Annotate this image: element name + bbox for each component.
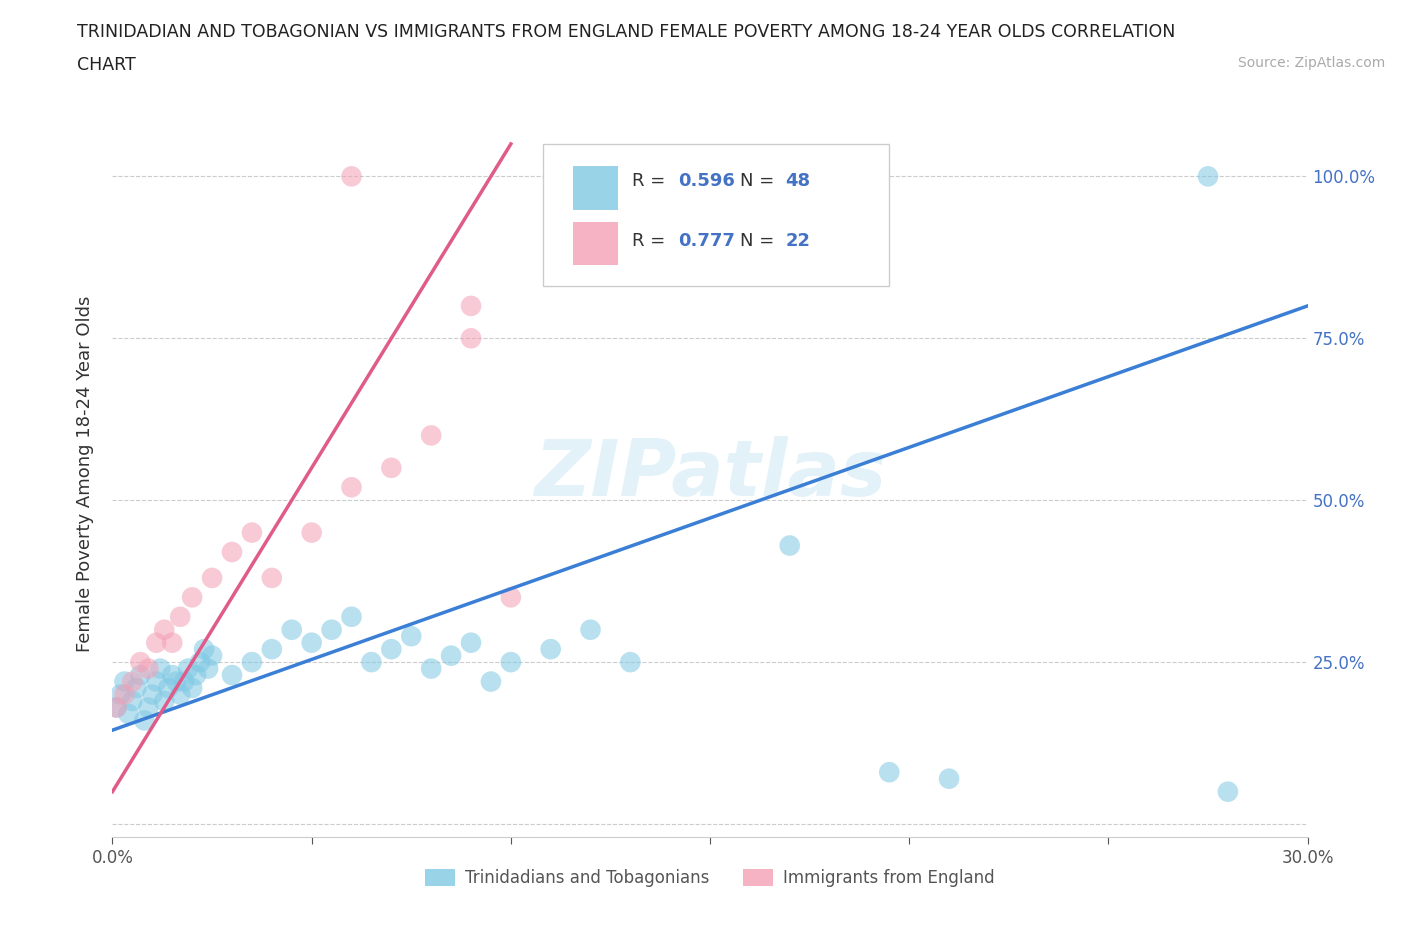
Point — [619, 655, 641, 670]
Point — [186, 668, 208, 683]
Point — [221, 545, 243, 560]
Point — [197, 661, 219, 676]
Point — [117, 707, 139, 722]
Point — [162, 668, 183, 683]
Point — [240, 525, 263, 540]
Point — [201, 570, 224, 585]
Point — [181, 681, 204, 696]
Text: R =: R = — [633, 171, 671, 190]
Point — [779, 538, 801, 553]
Point — [141, 687, 163, 702]
Text: N =: N = — [740, 171, 780, 190]
Point — [401, 629, 423, 644]
Point — [479, 674, 502, 689]
Point — [138, 700, 160, 715]
Point — [1216, 784, 1239, 799]
Y-axis label: Female Poverty Among 18-24 Year Olds: Female Poverty Among 18-24 Year Olds — [76, 296, 94, 653]
Point — [145, 674, 167, 689]
Point — [134, 713, 156, 728]
Text: N =: N = — [740, 232, 780, 250]
Point — [260, 570, 283, 585]
Point — [579, 622, 602, 637]
Point — [138, 661, 160, 676]
Text: 48: 48 — [786, 171, 810, 190]
Point — [105, 700, 128, 715]
Point — [420, 661, 443, 676]
Legend: Trinidadians and Tobagonians, Immigrants from England: Trinidadians and Tobagonians, Immigrants… — [419, 862, 1001, 894]
Point — [121, 674, 143, 689]
Text: Source: ZipAtlas.com: Source: ZipAtlas.com — [1237, 56, 1385, 70]
Point — [380, 460, 402, 475]
Text: R =: R = — [633, 232, 671, 250]
Text: 22: 22 — [786, 232, 810, 250]
Point — [460, 635, 482, 650]
Point — [145, 635, 167, 650]
Text: CHART: CHART — [77, 56, 136, 73]
Point — [114, 687, 135, 702]
Point — [169, 687, 191, 702]
Point — [281, 622, 304, 637]
Point — [460, 299, 482, 313]
Point — [114, 674, 135, 689]
Point — [240, 655, 263, 670]
Point — [221, 668, 243, 683]
Text: ZIPatlas: ZIPatlas — [534, 436, 886, 512]
Text: TRINIDADIAN AND TOBAGONIAN VS IMMIGRANTS FROM ENGLAND FEMALE POVERTY AMONG 18-24: TRINIDADIAN AND TOBAGONIAN VS IMMIGRANTS… — [77, 23, 1175, 41]
Point — [129, 668, 152, 683]
Point — [380, 642, 402, 657]
Point — [177, 661, 200, 676]
Point — [301, 635, 323, 650]
Point — [157, 681, 180, 696]
Point — [188, 655, 211, 670]
Point — [153, 622, 176, 637]
Point — [193, 642, 215, 657]
Point — [260, 642, 283, 657]
Point — [460, 331, 482, 346]
Point — [165, 674, 187, 689]
Point — [340, 169, 363, 184]
Bar — [572, 166, 619, 209]
FancyBboxPatch shape — [543, 144, 890, 286]
Point — [169, 609, 191, 624]
Point — [125, 681, 148, 696]
Text: 0.596: 0.596 — [678, 171, 735, 190]
Text: 0.777: 0.777 — [678, 232, 735, 250]
Point — [499, 590, 522, 604]
Point — [181, 590, 204, 604]
Point — [440, 648, 463, 663]
Point — [121, 694, 143, 709]
Point — [360, 655, 382, 670]
Bar — [572, 222, 619, 265]
Point — [105, 700, 128, 715]
Point — [340, 480, 363, 495]
Point — [938, 771, 960, 786]
Point — [420, 428, 443, 443]
Point — [201, 648, 224, 663]
Point — [321, 622, 343, 637]
Point — [301, 525, 323, 540]
Point — [110, 687, 132, 702]
Point — [879, 764, 901, 779]
Point — [499, 655, 522, 670]
Point — [340, 609, 363, 624]
Point — [173, 674, 195, 689]
Point — [149, 661, 172, 676]
Point — [540, 642, 562, 657]
Point — [162, 635, 183, 650]
Point — [1197, 169, 1219, 184]
Point — [129, 655, 152, 670]
Point — [153, 694, 176, 709]
